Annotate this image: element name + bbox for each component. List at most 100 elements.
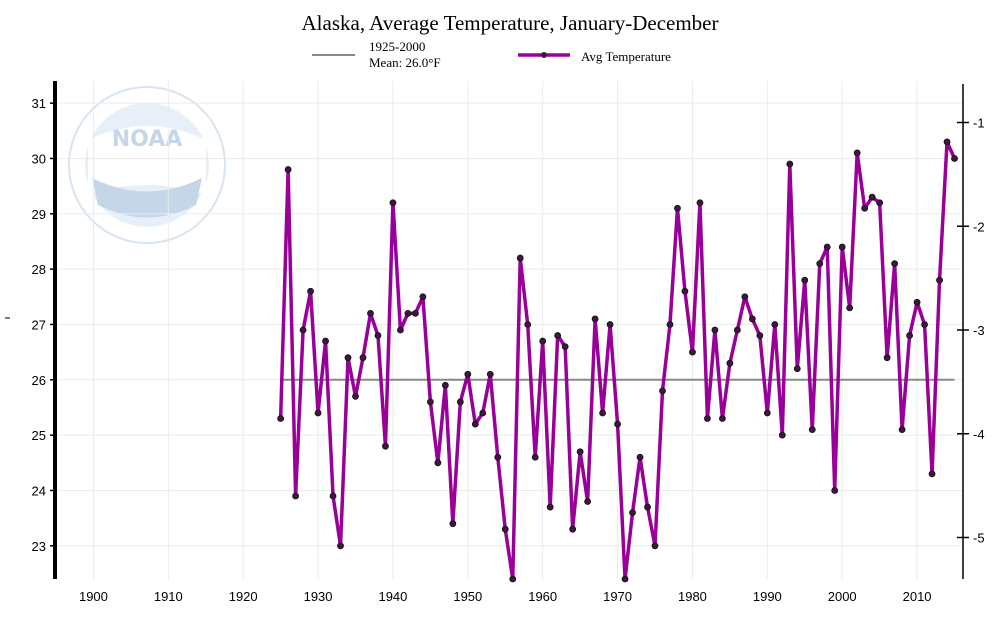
data-point — [906, 332, 913, 339]
x-tick-label: 1900 — [79, 589, 108, 604]
y-tick-label-left: 29 — [32, 207, 46, 222]
data-point — [801, 276, 809, 284]
noaa-ring-outer — [68, 86, 226, 244]
data-point — [501, 525, 509, 533]
y-tick-label-left: 25 — [32, 428, 46, 443]
series-group — [277, 138, 958, 583]
x-tick-label: 1910 — [154, 589, 183, 604]
data-point — [494, 453, 502, 461]
data-point — [584, 498, 592, 505]
legend: 1925-2000 Mean: 26.0°F Avg Temperature — [312, 39, 671, 70]
data-point — [299, 326, 307, 334]
data-point — [659, 387, 666, 395]
data-point — [426, 398, 434, 406]
data-point — [936, 276, 943, 284]
data-point — [831, 487, 839, 494]
data-point — [816, 260, 824, 268]
data-point — [704, 415, 711, 422]
data-point — [741, 293, 749, 301]
data-point — [569, 525, 577, 533]
y-tick-label-right: -3 — [973, 323, 985, 338]
data-point — [793, 365, 801, 373]
x-ticks: 1900 1910 1920 1930 1940 1950 1960 1970 1980 1990… — [79, 589, 932, 604]
data-point — [412, 309, 419, 317]
x-tick-label: 1980 — [678, 589, 707, 604]
legend-reference-label-line1: 1925-2000 — [369, 39, 425, 54]
data-point — [861, 204, 869, 212]
data-point — [606, 321, 614, 328]
data-point — [397, 326, 404, 334]
data-point — [516, 254, 524, 262]
noaa-logo-word: NOAA — [112, 127, 183, 152]
data-point — [778, 431, 786, 439]
data-point — [808, 426, 816, 434]
data-point — [681, 287, 689, 295]
data-point — [689, 348, 696, 356]
data-point — [486, 370, 494, 378]
x-tick-label: 1960 — [528, 589, 557, 604]
grid — [56, 81, 962, 579]
y-tick-label-left: 31 — [32, 96, 46, 111]
data-point — [292, 492, 300, 500]
x-tick-label: 1970 — [603, 589, 632, 604]
data-point — [666, 321, 674, 328]
data-point — [943, 138, 951, 146]
data-point — [314, 409, 322, 417]
y-tick-label-left: 28 — [32, 262, 46, 277]
x-tick-label: 1940 — [378, 589, 407, 604]
data-point — [614, 420, 621, 428]
x-tick-label: 2010 — [903, 589, 932, 604]
data-point — [696, 199, 704, 207]
data-point — [449, 520, 457, 528]
y-tick-label-left: 24 — [32, 483, 46, 498]
y-tick-label-left: 27 — [32, 317, 46, 332]
legend-series-marker — [541, 52, 547, 58]
x-tick-label: 2000 — [828, 589, 857, 604]
x-tick-label: 1990 — [753, 589, 782, 604]
data-point — [434, 459, 442, 467]
legend-series-label: Avg Temperature — [581, 49, 671, 64]
data-point — [636, 453, 644, 461]
data-point — [531, 453, 539, 461]
data-point — [928, 470, 936, 478]
axes — [5, 81, 964, 579]
data-point — [921, 321, 928, 328]
data-point — [561, 343, 569, 351]
data-point — [846, 304, 854, 312]
data-point — [629, 509, 636, 516]
legend-reference-label-line2: Mean: 26.0°F — [369, 55, 441, 70]
data-point — [441, 381, 449, 389]
data-point — [554, 332, 562, 339]
noaa-bird-icon — [88, 126, 206, 195]
data-point — [576, 448, 584, 456]
chart-title: Alaska, Average Temperature, January-Dec… — [302, 11, 719, 35]
y-ticks-left: 23 24 25 26 27 28 29 30 31 — [32, 96, 57, 554]
data-point — [277, 415, 285, 422]
data-point — [883, 354, 891, 362]
y-tick-label-right: -1 — [973, 116, 985, 131]
data-point — [644, 503, 651, 511]
data-point — [367, 309, 374, 317]
data-point — [539, 337, 547, 345]
y-tick-label-left: 23 — [32, 539, 46, 554]
data-point — [307, 287, 314, 295]
data-point — [419, 293, 427, 301]
data-point — [322, 337, 329, 345]
data-point — [726, 359, 734, 367]
data-point — [591, 315, 599, 323]
data-point — [651, 542, 659, 550]
data-point — [876, 199, 884, 207]
data-point — [546, 503, 554, 511]
data-point — [853, 149, 861, 157]
data-point — [786, 160, 794, 168]
data-point — [479, 409, 487, 417]
data-point — [898, 426, 906, 434]
data-point — [838, 243, 846, 251]
data-point — [756, 332, 764, 339]
x-tick-label: 1920 — [229, 589, 258, 604]
y-tick-label-right: -4 — [973, 427, 985, 442]
data-point — [913, 298, 921, 306]
data-point — [599, 409, 606, 417]
data-point — [951, 155, 958, 162]
data-point — [823, 243, 831, 251]
